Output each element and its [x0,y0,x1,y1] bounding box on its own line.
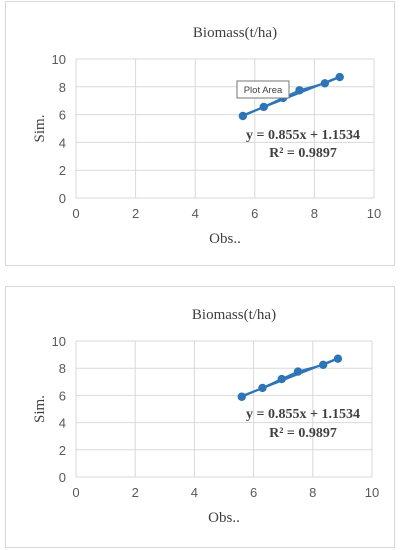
data-point [335,72,344,82]
y-tick-label: 4 [59,416,66,431]
x-tick-label: 2 [132,206,139,221]
data-point [320,79,330,88]
x-tick-label: 8 [309,485,316,500]
chart-svg-top: Biomass(t/ha) 0 2 4 6 8 10 0 2 4 6 8 10 Obs.. Sim. y = … [32,25,381,247]
r-squared-label: R² = 0.9897 [269,426,337,441]
y-tick-label: 6 [59,108,66,123]
data-point [259,102,268,112]
y-tick-label: 6 [59,388,66,403]
y-tick-label: 0 [59,470,66,485]
y-tick-label: 8 [59,361,66,376]
r-squared-label: R² = 0.9897 [269,146,337,161]
y-tick-label: 4 [59,135,66,150]
data-point [333,354,343,363]
chart-svg-bottom: Biomass(t/ha) 0 2 4 6 8 10 0 2 4 6 8 10 Obs.. Sim. y = … [32,307,379,526]
y-axis-label: Sim. [32,115,48,143]
x-tick-label: 10 [365,485,379,500]
x-tick-label: 6 [251,206,258,221]
x-tick-label: 4 [192,206,199,221]
x-tick-label: 10 [367,206,381,221]
y-tick-label: 2 [59,163,66,178]
y-tick-label: 10 [52,52,66,67]
x-tick-label: 0 [72,485,79,500]
y-axis-label: Sim. [32,395,48,423]
y-tick-label: 10 [52,334,66,349]
chart-panel-bottom: Biomass(t/ha) 0 2 4 6 8 10 0 2 4 6 8 10 Obs.. Sim. y = … [5,286,395,548]
x-tick-label: 2 [132,485,139,500]
plot-area-tooltip-box [236,80,290,99]
chart-title: Biomass(t/ha) [192,307,276,323]
x-tick-label: 8 [311,206,318,221]
x-axis-label: Obs.. [209,231,241,247]
x-tick-label: 4 [191,485,198,500]
chart-title: Biomass(t/ha) [193,25,277,41]
data-point [295,86,304,95]
data-point [318,360,328,369]
plot-area-tooltip: Plot Area [244,85,283,96]
x-axis-label: Obs.. [208,510,240,526]
data-point [237,392,246,401]
data-point [277,374,286,384]
x-tick-label: 0 [72,206,79,221]
y-tick-label: 0 [59,191,66,206]
y-tick-label: 2 [59,443,66,458]
y-tick-label: 8 [59,80,66,95]
chart-panel-top: Biomass(t/ha) 0 2 4 6 8 10 0 2 4 6 8 10 Obs.. Sim. y = … [5,1,395,266]
data-point [238,111,248,121]
x-tick-label: 6 [250,485,257,500]
trendline-equation: y = 0.855x + 1.1534 [246,407,360,422]
trendline-equation: y = 0.855x + 1.1534 [246,128,360,143]
data-point [258,383,267,393]
data-point [293,367,303,376]
